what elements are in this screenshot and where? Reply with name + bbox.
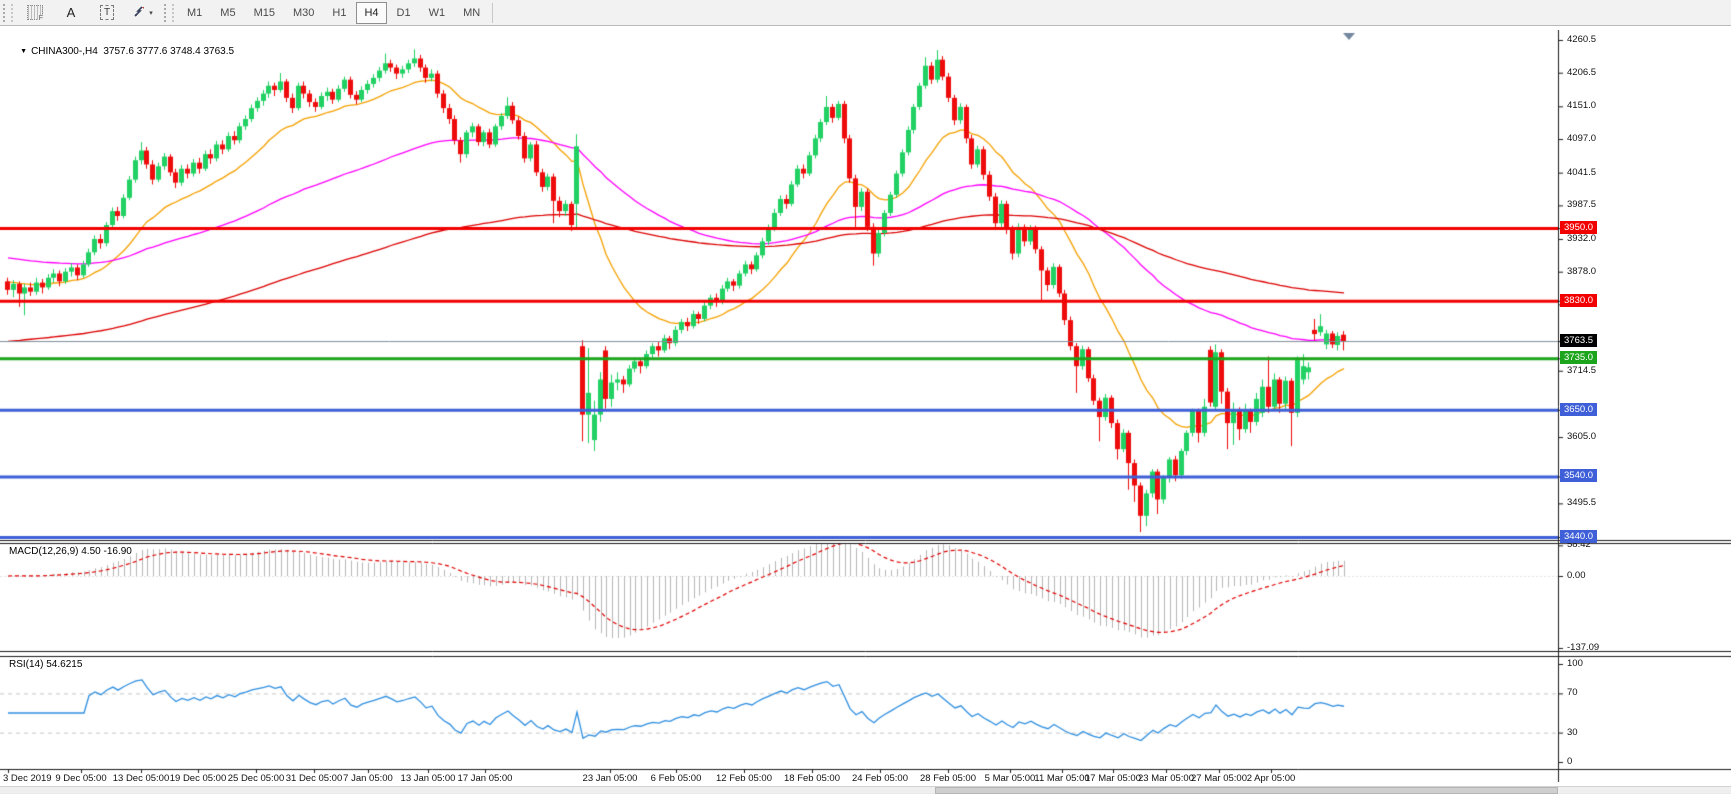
price-tick-label: 3987.5 xyxy=(1567,199,1597,211)
price-tick-label: 4206.5 xyxy=(1567,66,1597,78)
price-level-badge: 3650.0 xyxy=(1560,402,1598,416)
insert-label-button[interactable]: T xyxy=(90,1,124,24)
macd-tick-label: -137.09 xyxy=(1567,641,1600,653)
macd-tick-label: 58.42 xyxy=(1567,539,1591,551)
date-tick-label: 23 Jan 05:00 xyxy=(582,773,638,784)
date-tick-label: 2 Apr 05:00 xyxy=(1246,773,1296,784)
date-tick-label: 3 Dec 2019 xyxy=(3,773,52,784)
date-tick-label: 7 Jan 05:00 xyxy=(343,773,393,784)
timeframe-button-h4[interactable]: H4 xyxy=(356,1,387,24)
title-collapse-triangle-icon[interactable]: ▼ xyxy=(20,48,28,55)
scrollbar-thumb[interactable] xyxy=(935,787,1558,794)
price-level-badge: 3735.0 xyxy=(1560,351,1598,365)
date-tick-label: 12 Feb 05:00 xyxy=(716,773,772,784)
chevron-down-icon: ▾ xyxy=(149,9,153,17)
top-toolbar: F A T ▾ M1 M5 M15 M30 H1 H4 D1 W1 MN xyxy=(0,0,1731,26)
price-tick-label: 3605.0 xyxy=(1567,431,1597,443)
timeframe-button-mn[interactable]: MN xyxy=(463,6,481,19)
date-tick-label: 6 Feb 05:00 xyxy=(650,773,702,784)
date-tick-label: 27 Mar 05:00 xyxy=(1191,773,1247,784)
price-level-badge: 3830.0 xyxy=(1560,293,1598,307)
date-tick-label: 5 Mar 05:00 xyxy=(984,773,1036,784)
date-tick-label: 11 Mar 05:00 xyxy=(1034,773,1090,784)
date-tick-label: 13 Dec 05:00 xyxy=(112,773,170,784)
timeframe-button-w1[interactable]: W1 xyxy=(428,6,446,19)
ohlc-low: 3748.4 xyxy=(170,46,201,57)
letter-a-icon: A xyxy=(66,5,76,20)
date-tick-label: 9 Dec 05:00 xyxy=(55,773,107,784)
price-tick-label: 3932.0 xyxy=(1567,232,1597,244)
insert-text-button[interactable]: A xyxy=(54,1,88,24)
dotted-grid-f-icon: F xyxy=(27,5,43,22)
price-tick-label: 4260.5 xyxy=(1567,34,1597,45)
arrow-style-button[interactable]: ▾ xyxy=(126,1,160,24)
date-tick-label: 23 Mar 05:00 xyxy=(1138,773,1194,784)
price-level-badge: 3763.5 xyxy=(1560,334,1598,348)
toolbar-separator xyxy=(492,2,494,23)
date-tick-label: 25 Dec 05:00 xyxy=(227,773,285,784)
timeframe-button-m1[interactable]: M1 xyxy=(187,6,203,19)
date-tick-label: 28 Feb 05:00 xyxy=(920,773,976,784)
chart-canvas[interactable] xyxy=(0,30,1731,782)
timeframe-button-h1[interactable]: H1 xyxy=(332,6,347,19)
ohlc-close: 3763.5 xyxy=(203,46,235,57)
dashed-t-icon: T xyxy=(99,5,115,20)
arrows-icon xyxy=(134,6,145,17)
date-tick-label: 31 Dec 05:00 xyxy=(285,773,343,784)
timeframe-button-m15[interactable]: M15 xyxy=(253,6,275,19)
toolbars-dock-button[interactable]: F xyxy=(18,1,52,24)
rsi-tick-label: 30 xyxy=(1567,726,1578,738)
ohlc-high: 3777.6 xyxy=(136,46,168,57)
timeframe-button-m30[interactable]: M30 xyxy=(292,6,315,19)
price-level-badge: 3440.0 xyxy=(1560,530,1598,543)
rsi-tick-label: 70 xyxy=(1567,687,1578,699)
timeframe-button-m5[interactable]: M5 xyxy=(220,6,236,19)
rsi-tick-label: 0 xyxy=(1567,756,1573,767)
date-tick-label: 17 Mar 05:00 xyxy=(1085,773,1141,784)
price-tick-label: 3495.5 xyxy=(1567,497,1597,509)
price-tick-label: 4041.5 xyxy=(1567,166,1597,178)
price-tick-label: 4097.0 xyxy=(1567,133,1597,145)
price-tick-label: 3714.5 xyxy=(1567,364,1597,376)
rsi-tick-label: 100 xyxy=(1567,658,1583,669)
chart-title: ▼ CHINA300-,H4 3757.6 3777.6 3748.4 3763.… xyxy=(9,35,234,68)
macd-tick-label: 0.00 xyxy=(1567,570,1586,581)
price-level-badge: 3540.0 xyxy=(1560,469,1598,483)
date-tick-label: 17 Jan 05:00 xyxy=(457,773,513,784)
date-tick-label: 13 Jan 05:00 xyxy=(400,773,456,784)
date-tick-label: 18 Feb 05:00 xyxy=(784,773,840,784)
date-tick-label: 24 Feb 05:00 xyxy=(852,773,908,784)
toolbar-drag-handle[interactable] xyxy=(3,3,13,22)
timeframe-toolbar-handle[interactable] xyxy=(164,3,174,22)
rsi-indicator-label: RSI(14) 54.6215 xyxy=(9,659,83,670)
symbol-period-label: CHINA300-,H4 xyxy=(31,46,98,57)
price-tick-label: 4151.0 xyxy=(1567,100,1597,112)
macd-indicator-label: MACD(12,26,9) 4.50 -16.90 xyxy=(9,546,132,557)
timeframe-button-d1[interactable]: D1 xyxy=(396,6,411,19)
price-level-badge: 3950.0 xyxy=(1560,221,1598,235)
price-tick-label: 3878.0 xyxy=(1567,265,1597,277)
ohlc-open: 3757.6 xyxy=(103,46,134,57)
chart-window[interactable]: ▼ CHINA300-,H4 3757.6 3777.6 3748.4 3763.… xyxy=(0,26,1731,794)
timeframe-button-group: M1 M5 M15 M30 H1 H4 D1 W1 MN xyxy=(178,1,489,24)
date-tick-label: 19 Dec 05:00 xyxy=(169,773,227,784)
